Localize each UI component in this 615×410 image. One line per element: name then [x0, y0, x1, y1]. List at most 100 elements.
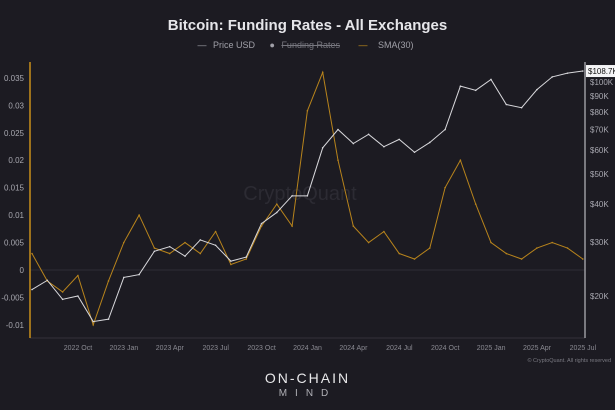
- price-point: [214, 244, 217, 247]
- price-point: [46, 279, 49, 282]
- price-point: [383, 145, 385, 148]
- price-point: [77, 295, 79, 297]
- chart-title: Bitcoin: Funding Rates - All Exchanges: [167, 17, 448, 34]
- sma-point: [383, 230, 385, 233]
- x-tick-label: 2024 Jul: [386, 345, 413, 352]
- legend-funding-label: Funding Rates: [281, 40, 340, 50]
- sma-point: [536, 247, 538, 249]
- price-point: [199, 239, 202, 241]
- price-point: [153, 250, 156, 253]
- x-tick-label: 2022 Oct: [64, 345, 92, 352]
- x-tick-label: 2025 Apr: [523, 345, 552, 352]
- sma-point: [107, 280, 110, 282]
- price-point: [536, 88, 538, 91]
- legend-sma[interactable]: — SMA(30): [358, 40, 414, 50]
- sma-point: [474, 203, 477, 205]
- brand-logo: ON-CHAIN MIND: [0, 370, 615, 399]
- sma-point: [413, 258, 416, 260]
- legend-price[interactable]: — Price USD: [197, 40, 255, 50]
- sma-point: [398, 252, 401, 255]
- brand-line1: ON-CHAIN: [264, 370, 351, 386]
- x-tick-label: 2024 Apr: [339, 345, 368, 352]
- left-tick-label: 0.025: [4, 129, 25, 138]
- price-point: [429, 141, 431, 144]
- legend-sma-label: SMA(30): [378, 40, 414, 50]
- right-tick-label: $80K: [590, 108, 609, 117]
- price-point: [184, 255, 186, 257]
- price-point: [520, 106, 523, 109]
- copyright: © CryptoQuant. All rights reserved: [527, 357, 611, 364]
- sma-point: [352, 225, 355, 227]
- sma-point: [429, 247, 431, 249]
- sma-point: [199, 252, 202, 255]
- price-point: [582, 70, 584, 72]
- sma-point: [77, 274, 79, 277]
- sma-point: [367, 241, 370, 244]
- left-tick-label: 0.015: [4, 184, 25, 193]
- price-point: [321, 147, 324, 149]
- sma-point: [306, 109, 309, 112]
- sma-point: [138, 214, 140, 216]
- sma-point: [566, 247, 569, 249]
- price-point: [474, 89, 477, 92]
- price-point: [92, 320, 94, 323]
- sma-point: [92, 324, 94, 326]
- price-point: [245, 256, 247, 258]
- price-point: [337, 128, 339, 131]
- price-point: [260, 222, 263, 225]
- sma-point: [490, 241, 492, 244]
- price-point: [123, 276, 125, 279]
- sma-point: [61, 291, 64, 293]
- right-tick-label: $70K: [590, 126, 609, 135]
- left-tick-label: -0.01: [6, 321, 25, 330]
- price-point: [352, 142, 355, 145]
- sma-point: [444, 186, 446, 189]
- price-point: [138, 273, 140, 276]
- x-tick-label: 2023 Jan: [109, 345, 138, 352]
- price-point: [505, 103, 508, 106]
- x-tick-label: 2025 Jul: [570, 345, 597, 352]
- x-tick-label: 2025 Jan: [477, 345, 506, 352]
- x-tick-label: 2023 Oct: [247, 345, 275, 352]
- price-point: [230, 260, 232, 262]
- sma-point: [123, 241, 125, 244]
- sma-point: [245, 258, 247, 260]
- sma-point: [520, 258, 523, 260]
- legend: — Price USD ● Funding Rates — SMA(30): [0, 40, 615, 50]
- right-tick-label: $50K: [590, 170, 609, 179]
- left-tick-label: 0.035: [4, 74, 25, 83]
- right-tick-label: $20K: [590, 292, 609, 301]
- x-tick-label: 2024 Oct: [431, 345, 459, 352]
- sma-point: [184, 241, 186, 244]
- price-point: [566, 72, 569, 74]
- price-point: [444, 128, 446, 131]
- sma-point: [153, 247, 156, 249]
- price-point: [398, 138, 401, 141]
- right-tick-label: $100K: [590, 78, 614, 87]
- left-tick-label: 0.03: [8, 101, 24, 110]
- x-tick-label: 2024 Jan: [293, 345, 322, 352]
- current-price-badge: [586, 65, 615, 78]
- sma-point: [321, 71, 324, 74]
- right-tick-label: $90K: [590, 92, 609, 101]
- sma-point: [551, 241, 553, 244]
- legend-price-label: Price USD: [212, 40, 255, 50]
- sma-point: [505, 252, 508, 255]
- price-point: [61, 298, 64, 301]
- price-point: [107, 318, 110, 320]
- sma-point: [214, 230, 217, 233]
- left-tick-label: 0.005: [4, 239, 25, 248]
- current-price-label: $108.7K: [588, 67, 615, 76]
- right-tick-label: $40K: [590, 200, 609, 209]
- price-point: [31, 288, 33, 291]
- sma-point: [337, 159, 339, 161]
- sma-point: [260, 225, 263, 227]
- price-point: [367, 133, 370, 136]
- sma-point: [291, 225, 293, 227]
- legend-funding[interactable]: ● Funding Rates: [269, 40, 340, 50]
- sma-point: [582, 258, 584, 260]
- price-point: [276, 211, 278, 214]
- price-point: [306, 195, 309, 197]
- right-tick-label: $60K: [590, 146, 609, 155]
